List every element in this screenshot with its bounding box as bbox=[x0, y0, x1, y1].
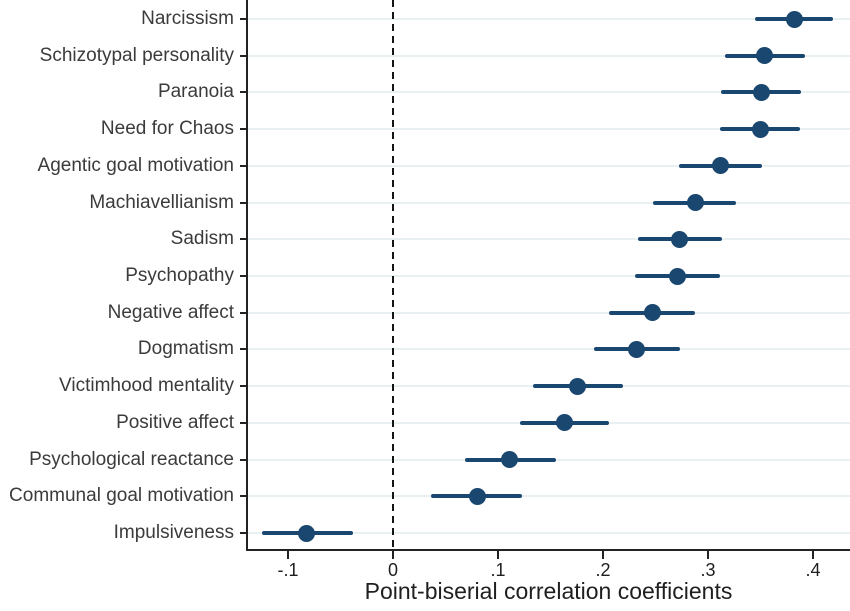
y-tick bbox=[240, 164, 247, 167]
y-tick bbox=[240, 275, 247, 278]
x-axis-line bbox=[246, 549, 850, 551]
point-estimate-marker bbox=[628, 340, 646, 358]
category-label: Victimhood mentality bbox=[59, 375, 234, 397]
point-estimate-marker bbox=[569, 377, 587, 395]
y-tick bbox=[240, 128, 247, 131]
y-axis-line bbox=[246, 0, 248, 551]
point-estimate-marker bbox=[712, 157, 730, 175]
y-tick bbox=[240, 18, 247, 20]
x-tick-label: -.1 bbox=[277, 560, 299, 580]
point-estimate-marker bbox=[501, 451, 519, 469]
category-gridline bbox=[247, 495, 850, 498]
category-gridline bbox=[247, 201, 850, 204]
category-gridline bbox=[247, 275, 850, 278]
point-estimate-marker bbox=[298, 524, 316, 542]
x-tick-label: .1 bbox=[490, 560, 506, 580]
category-label: Need for Chaos bbox=[100, 118, 234, 140]
zero-reference-dashed-line bbox=[392, 0, 394, 549]
category-gridline bbox=[247, 128, 850, 131]
category-label: Negative affect bbox=[107, 301, 234, 323]
category-label: Paranoia bbox=[157, 81, 234, 103]
y-tick bbox=[240, 238, 247, 241]
category-gridline bbox=[247, 238, 850, 241]
y-tick bbox=[240, 348, 247, 351]
x-tick bbox=[287, 551, 289, 559]
category-gridline bbox=[247, 164, 850, 167]
x-tick-label: .2 bbox=[595, 560, 611, 580]
x-axis-title: Point-biserial correlation coefficients bbox=[364, 578, 733, 604]
y-tick bbox=[240, 532, 247, 535]
category-label: Sadism bbox=[170, 228, 234, 250]
category-label: Machiavellianism bbox=[89, 191, 234, 213]
x-tick bbox=[707, 551, 709, 559]
x-tick-label: .3 bbox=[700, 560, 716, 580]
point-estimate-marker bbox=[669, 267, 687, 285]
point-estimate-marker bbox=[686, 194, 704, 212]
y-tick bbox=[240, 311, 247, 314]
category-gridline bbox=[247, 91, 850, 94]
category-label: Narcissism bbox=[141, 8, 234, 29]
y-tick bbox=[240, 421, 247, 424]
point-estimate-marker bbox=[643, 304, 661, 322]
point-estimate-marker bbox=[756, 47, 774, 65]
category-label: Psychopathy bbox=[125, 265, 234, 287]
category-gridline bbox=[247, 311, 850, 314]
category-label: Positive affect bbox=[116, 411, 234, 433]
point-estimate-marker bbox=[468, 487, 486, 505]
x-tick bbox=[602, 551, 604, 559]
y-tick bbox=[240, 458, 247, 461]
y-tick bbox=[240, 54, 247, 57]
point-estimate-marker bbox=[785, 10, 803, 28]
category-label: Psychological reactance bbox=[29, 448, 234, 470]
category-gridline bbox=[247, 348, 850, 351]
x-tick-label: .4 bbox=[805, 560, 821, 580]
category-gridline bbox=[247, 18, 850, 20]
category-label: Agentic goal motivation bbox=[37, 154, 234, 176]
point-estimate-marker bbox=[555, 414, 573, 432]
category-label: Impulsiveness bbox=[113, 522, 234, 544]
point-estimate-marker bbox=[752, 120, 769, 138]
category-gridline bbox=[247, 532, 850, 535]
x-tick bbox=[812, 551, 814, 559]
point-estimate-marker bbox=[753, 83, 771, 101]
category-label: Communal goal motivation bbox=[9, 485, 234, 507]
y-tick bbox=[240, 385, 247, 388]
category-label: Schizotypal personality bbox=[39, 44, 234, 66]
y-tick bbox=[240, 201, 247, 204]
category-label: Dogmatism bbox=[137, 338, 234, 360]
x-tick bbox=[392, 551, 394, 559]
point-estimate-marker bbox=[671, 230, 689, 248]
category-gridline bbox=[247, 54, 850, 57]
x-tick-label: 0 bbox=[387, 560, 399, 580]
y-tick bbox=[240, 91, 247, 94]
y-tick bbox=[240, 495, 247, 498]
x-tick bbox=[497, 551, 499, 559]
